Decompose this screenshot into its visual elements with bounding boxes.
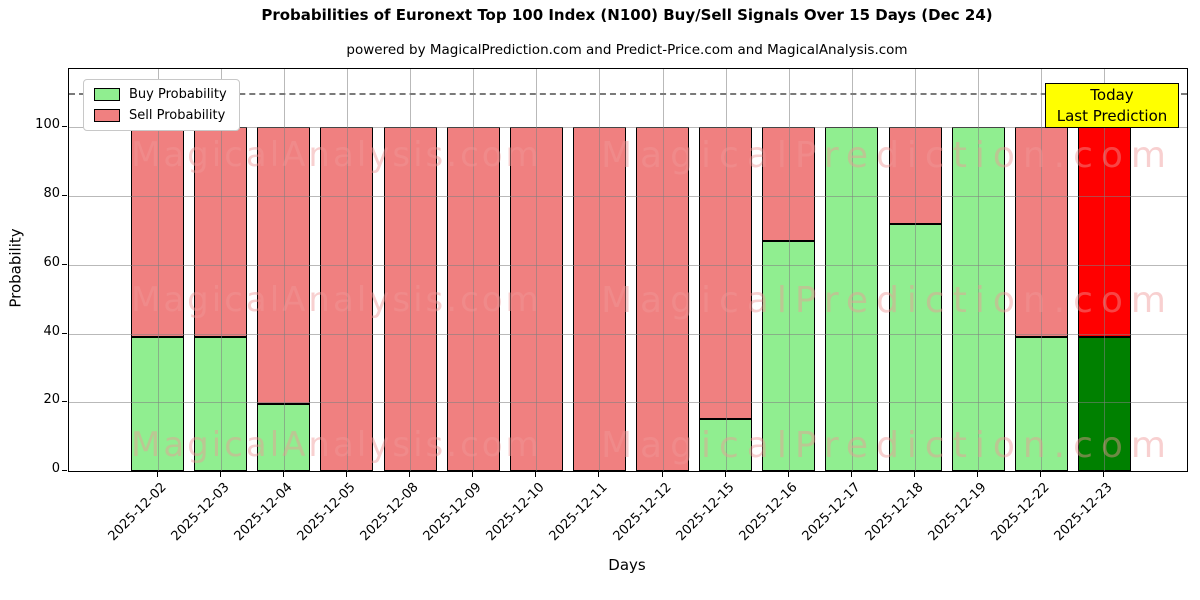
y-tick-mark — [62, 126, 67, 128]
y-tick-label: 100 — [35, 117, 60, 133]
x-gridline — [346, 69, 348, 471]
x-tick-mark — [724, 472, 726, 477]
y-axis-title: Probability — [6, 228, 25, 308]
x-gridline — [851, 69, 853, 471]
chart-subtitle: powered by MagicalPrediction.com and Pre… — [346, 42, 908, 58]
y-gridline — [69, 402, 1187, 404]
x-tick-mark — [598, 472, 600, 477]
y-gridline — [69, 127, 1187, 129]
y-gridline — [69, 471, 1187, 472]
legend-label-sell: Sell Probability — [129, 108, 226, 123]
y-tick-label: 80 — [43, 186, 60, 202]
x-tick-label: 2025-12-02 — [105, 480, 170, 545]
x-tick-mark — [661, 472, 663, 477]
x-gridline — [473, 69, 475, 471]
legend-item-buy: Buy Probability — [94, 87, 227, 102]
x-gridline — [536, 69, 538, 471]
x-tick-mark — [850, 472, 852, 477]
x-tick-mark — [977, 472, 979, 477]
x-tick-mark — [535, 472, 537, 477]
buy-swatch-icon — [94, 88, 120, 101]
y-gridline — [69, 333, 1187, 335]
x-gridline — [725, 69, 727, 471]
x-gridline — [1104, 69, 1106, 471]
y-tick-label: 60 — [43, 254, 60, 270]
x-gridline — [1041, 69, 1043, 471]
plot-area: MagicalAnalysis.com MagicalPrediction.com… — [68, 68, 1188, 472]
x-tick-mark — [472, 472, 474, 477]
x-gridline — [283, 69, 285, 471]
legend: Buy Probability Sell Probability — [83, 79, 240, 131]
y-tick-mark — [62, 401, 67, 403]
x-gridline — [599, 69, 601, 471]
y-tick-mark — [62, 470, 67, 471]
today-annotation-line2: Last Prediction — [1056, 106, 1168, 125]
chart-title: Probabilities of Euronext Top 100 Index … — [261, 6, 993, 24]
today-annotation-line1: Today — [1090, 85, 1134, 104]
x-axis-title: Days — [608, 556, 646, 574]
x-tick-mark — [787, 472, 789, 477]
x-tick-mark — [282, 472, 284, 477]
x-tick-mark — [345, 472, 347, 477]
x-gridline — [978, 69, 980, 471]
y-tick-label: 20 — [43, 392, 60, 408]
x-gridline — [220, 69, 222, 471]
x-tick-mark — [1103, 472, 1105, 477]
y-tick-mark — [62, 195, 67, 197]
y-gridline — [69, 264, 1187, 266]
x-gridline — [157, 69, 159, 471]
x-gridline — [915, 69, 917, 471]
y-axis-title-wrap: Probability — [0, 228, 55, 307]
x-gridline — [662, 69, 664, 471]
x-tick-mark — [409, 472, 411, 477]
legend-label-buy: Buy Probability — [129, 87, 227, 102]
x-gridline — [788, 69, 790, 471]
y-tick-label: 0 — [51, 461, 60, 476]
x-tick-mark — [219, 472, 221, 477]
y-gridline — [69, 196, 1187, 198]
threshold-dashed-line — [69, 93, 1187, 96]
y-tick-mark — [62, 332, 67, 334]
y-tick-label: 40 — [43, 323, 60, 339]
x-tick-mark — [1040, 472, 1042, 477]
legend-item-sell: Sell Probability — [94, 108, 227, 123]
x-tick-mark — [914, 472, 916, 477]
sell-swatch-icon — [94, 109, 120, 122]
today-annotation-box: Today Last Prediction — [1045, 83, 1179, 128]
y-tick-mark — [62, 263, 67, 265]
x-tick-mark — [156, 472, 158, 477]
x-gridline — [410, 69, 412, 471]
